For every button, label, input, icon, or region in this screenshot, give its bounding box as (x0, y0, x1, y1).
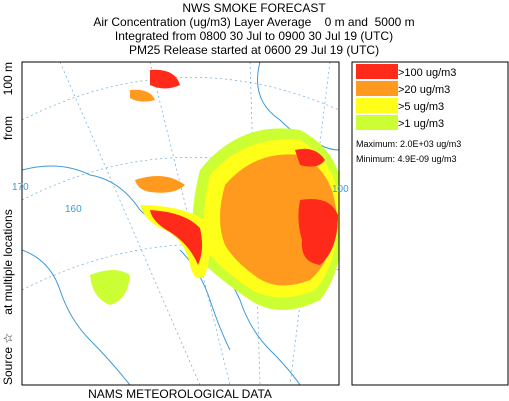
from-label: from (1, 116, 15, 140)
legend-label: >5 ug/m3 (398, 101, 444, 113)
legend-swatch (356, 64, 398, 79)
title: NWS SMOKE FORECAST (182, 1, 326, 15)
side-label: Source ☆ at multiple locations from 100 … (1, 62, 15, 385)
minimum-label: Minimum: 4.9E-09 ug/m3 (356, 154, 457, 164)
legend-label: >20 ug/m3 (398, 84, 450, 96)
map: 170 160 100 (12, 61, 349, 386)
map-frame (21, 61, 340, 386)
subtitle: Air Concentration (ug/m3) Layer Average … (93, 15, 414, 29)
map-content (22, 62, 339, 385)
height-label: 100 m (1, 62, 15, 95)
legend-label: >100 ug/m3 (398, 67, 456, 79)
subtitle: Integrated from 0800 30 Jul to 0900 30 J… (115, 29, 393, 43)
maximum-label: Maximum: 2.0E+03 ug/m3 (356, 139, 461, 149)
longitude-label: 100 (332, 184, 349, 195)
subtitle: PM25 Release started at 0600 29 Jul 19 (… (129, 43, 379, 57)
footer: NAMS METEOROLOGICAL DATA (88, 387, 272, 401)
locations-label: at multiple locations (1, 209, 15, 314)
legend-swatch (356, 81, 398, 96)
legend-swatch (356, 115, 398, 130)
legend-label: >1 ug/m3 (398, 118, 444, 130)
source-label: Source ☆ (1, 333, 15, 385)
longitude-label: 160 (65, 204, 82, 215)
legend: Maximum: 2.0E+03 ug/m3 Minimum: 4.9E-09 … (351, 61, 509, 386)
legend-swatch (356, 98, 398, 113)
longitude-label: 170 (12, 182, 29, 193)
